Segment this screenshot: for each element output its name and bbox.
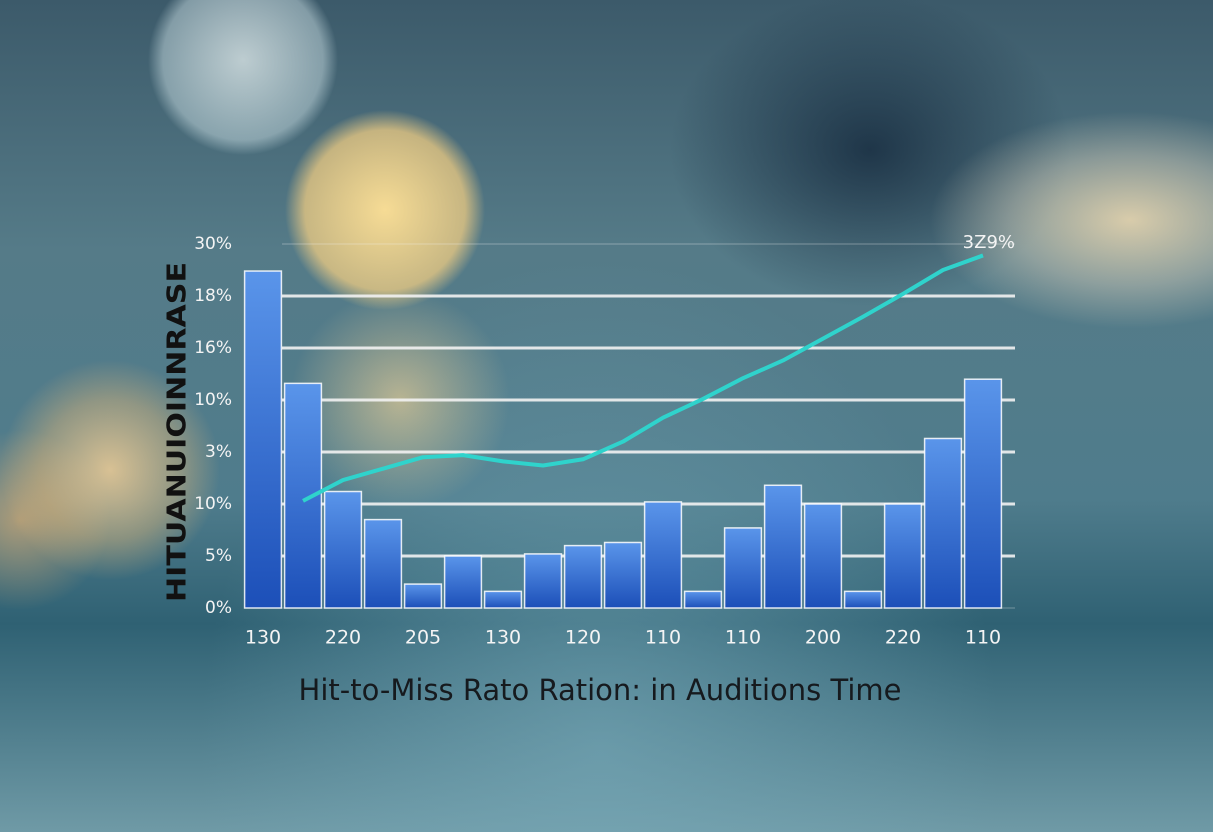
bar — [563, 544, 603, 609]
y-axis-label: HITUANUIOINNRASE — [163, 262, 193, 602]
bar — [843, 590, 883, 609]
x-tick-label: 130 — [245, 627, 281, 649]
y-tick-label: 10% — [194, 390, 232, 410]
bar — [443, 555, 483, 609]
bar — [603, 541, 643, 609]
bar — [643, 501, 683, 609]
bar — [723, 527, 763, 609]
bar — [963, 378, 1003, 609]
x-tick-label: 200 — [805, 627, 841, 649]
bar — [763, 484, 803, 609]
bar — [483, 590, 523, 609]
x-tick-label: 130 — [485, 627, 521, 649]
x-tick-label: 110 — [725, 627, 761, 649]
bar — [523, 553, 563, 609]
chart-title: Hit-to-Miss Rato Ration: in Auditions Ti… — [299, 673, 902, 707]
annotation: 3Z9% — [963, 232, 1015, 253]
bar — [403, 583, 443, 609]
x-tick-label: 205 — [405, 627, 441, 649]
line — [302, 253, 984, 503]
y-tick-label: 30% — [194, 234, 232, 254]
x-tick-label: 120 — [565, 627, 601, 649]
y-tick-label: 0% — [205, 598, 232, 618]
y-tick-label: 16% — [194, 338, 232, 358]
bar — [323, 490, 363, 609]
bar — [683, 590, 723, 609]
bar — [363, 518, 403, 609]
bar — [923, 437, 963, 609]
x-tick-label: 110 — [965, 627, 1001, 649]
x-tick-label: 220 — [885, 627, 921, 649]
y-tick-label: 10% — [194, 494, 232, 514]
y-tick-label: 5% — [205, 546, 232, 566]
bar — [803, 503, 843, 609]
bar — [883, 503, 923, 609]
y-tick-label: 18% — [194, 286, 232, 306]
x-tick-label: 110 — [645, 627, 681, 649]
bar — [243, 270, 283, 609]
y-tick-label: 3% — [205, 442, 232, 462]
x-tick-label: 220 — [325, 627, 361, 649]
